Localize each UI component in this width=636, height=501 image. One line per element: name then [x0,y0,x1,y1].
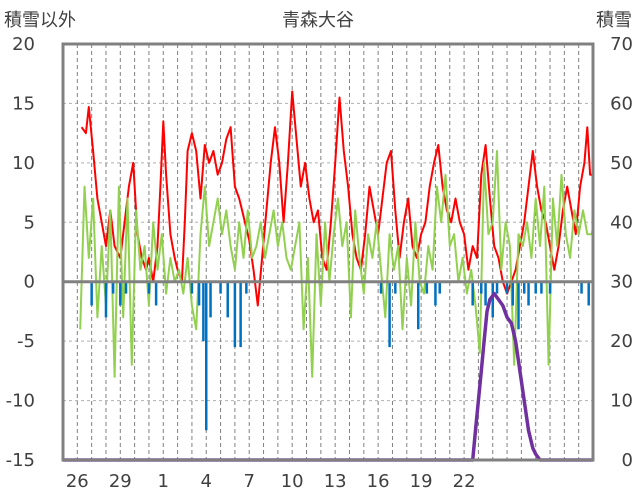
x-axis-ticks: 26 29 1 4 7 10 13 16 19 22 [66,471,476,492]
right-tick-label: 30 [610,272,633,293]
right-tick-label: 70 [610,34,633,55]
right-tick-label: 10 [610,391,633,412]
x-tick-label: 1 [158,471,169,492]
x-tick-label: 4 [201,471,212,492]
series-layer [63,90,594,462]
x-tick-label: 7 [243,471,254,492]
left-tick-label: 0 [24,272,35,293]
right-tick-label: 40 [610,212,633,233]
x-tick-label: 19 [410,471,433,492]
x-tick-label: 10 [281,471,304,492]
left-tick-label: 10 [12,153,35,174]
series-line-3 [63,291,593,462]
series-line-0 [80,90,593,307]
x-tick-label: 26 [66,471,89,492]
right-axis-label: 積雪 [596,10,632,31]
left-tick-label: -15 [6,450,35,471]
left-tick-label: -10 [6,391,35,412]
right-tick-label: 0 [622,450,633,471]
left-tick-label: -5 [17,331,35,352]
x-tick-label: 13 [324,471,347,492]
chart-title: 青森大谷 [282,10,354,31]
left-tick-label: 20 [12,34,35,55]
right-axis-ticks: 70 60 50 40 30 20 10 0 [610,34,633,471]
right-tick-label: 20 [610,331,633,352]
axes [61,42,595,462]
left-axis-ticks: 20 15 10 5 0 -5 -10 -15 [6,34,35,471]
right-tick-label: 60 [610,93,633,114]
right-tick-label: 50 [610,153,633,174]
x-tick-label: 29 [109,471,132,492]
x-tick-label: 16 [367,471,390,492]
plot-frame [61,42,595,462]
series-line-1 [79,150,594,378]
left-tick-label: 15 [12,93,35,114]
left-tick-label: 5 [24,212,35,233]
x-tick-label: 22 [453,471,476,492]
left-axis-label: 積雪以外 [4,10,76,31]
